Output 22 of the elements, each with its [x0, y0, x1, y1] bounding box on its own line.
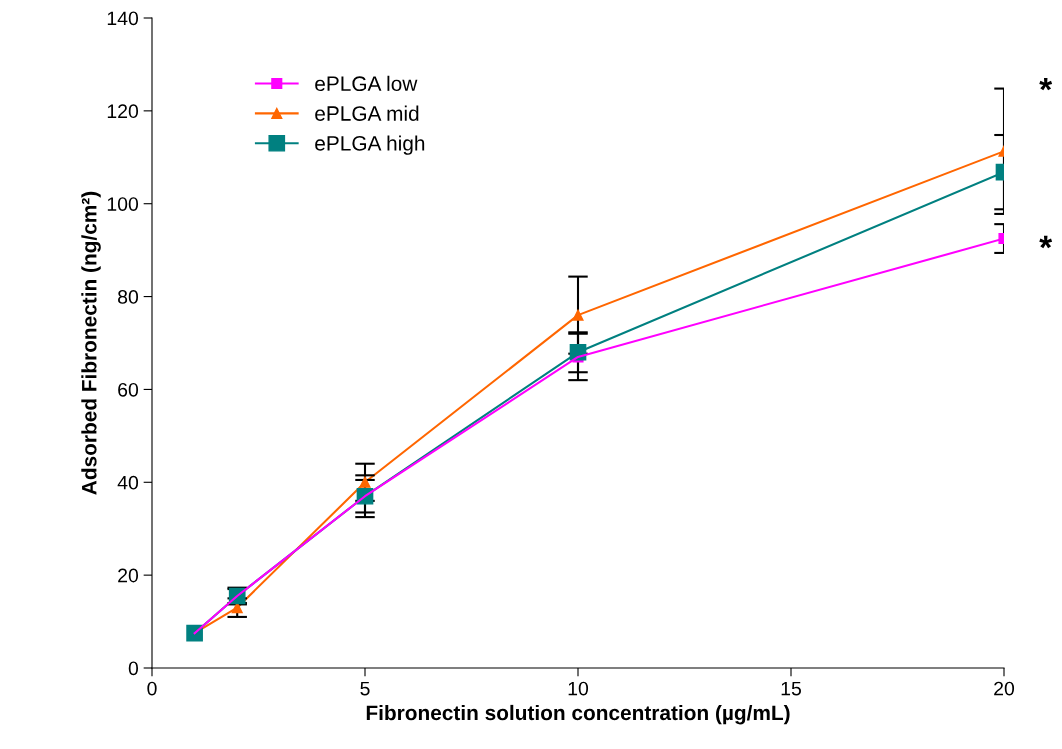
annotation: *: [1039, 235, 1053, 249]
y-tick-label: 40: [117, 475, 139, 490]
y-tick-label: 140: [107, 11, 139, 26]
y-tick-label: 100: [107, 197, 139, 211]
point: [572, 309, 584, 321]
y-axis-title: Adsorbed Fibronectin (ng/cm²): [81, 191, 101, 495]
x-tick-label: 5: [360, 681, 370, 696]
legend-label: ePLGA low: [315, 75, 418, 92]
y-tick-label: 20: [118, 568, 139, 583]
x-tick-label: 10: [568, 681, 589, 696]
legend-label: ePLGA mid: [315, 105, 419, 121]
y-tick-label: 120: [107, 104, 139, 119]
x-tick-label: 20: [994, 681, 1015, 696]
y-tick-label: 0: [128, 661, 139, 676]
legend-label: ePLGA high: [315, 135, 425, 155]
y-tick-label: 80: [118, 290, 139, 304]
y-tick-label: 60: [118, 382, 139, 397]
x-tick-label: 0: [147, 681, 157, 696]
x-tick-label: 15: [781, 681, 801, 696]
x-axis-title: Fibronectin solution concentration (µg/mL): [366, 704, 790, 725]
annotation: *: [1039, 77, 1053, 91]
point: [359, 476, 371, 488]
